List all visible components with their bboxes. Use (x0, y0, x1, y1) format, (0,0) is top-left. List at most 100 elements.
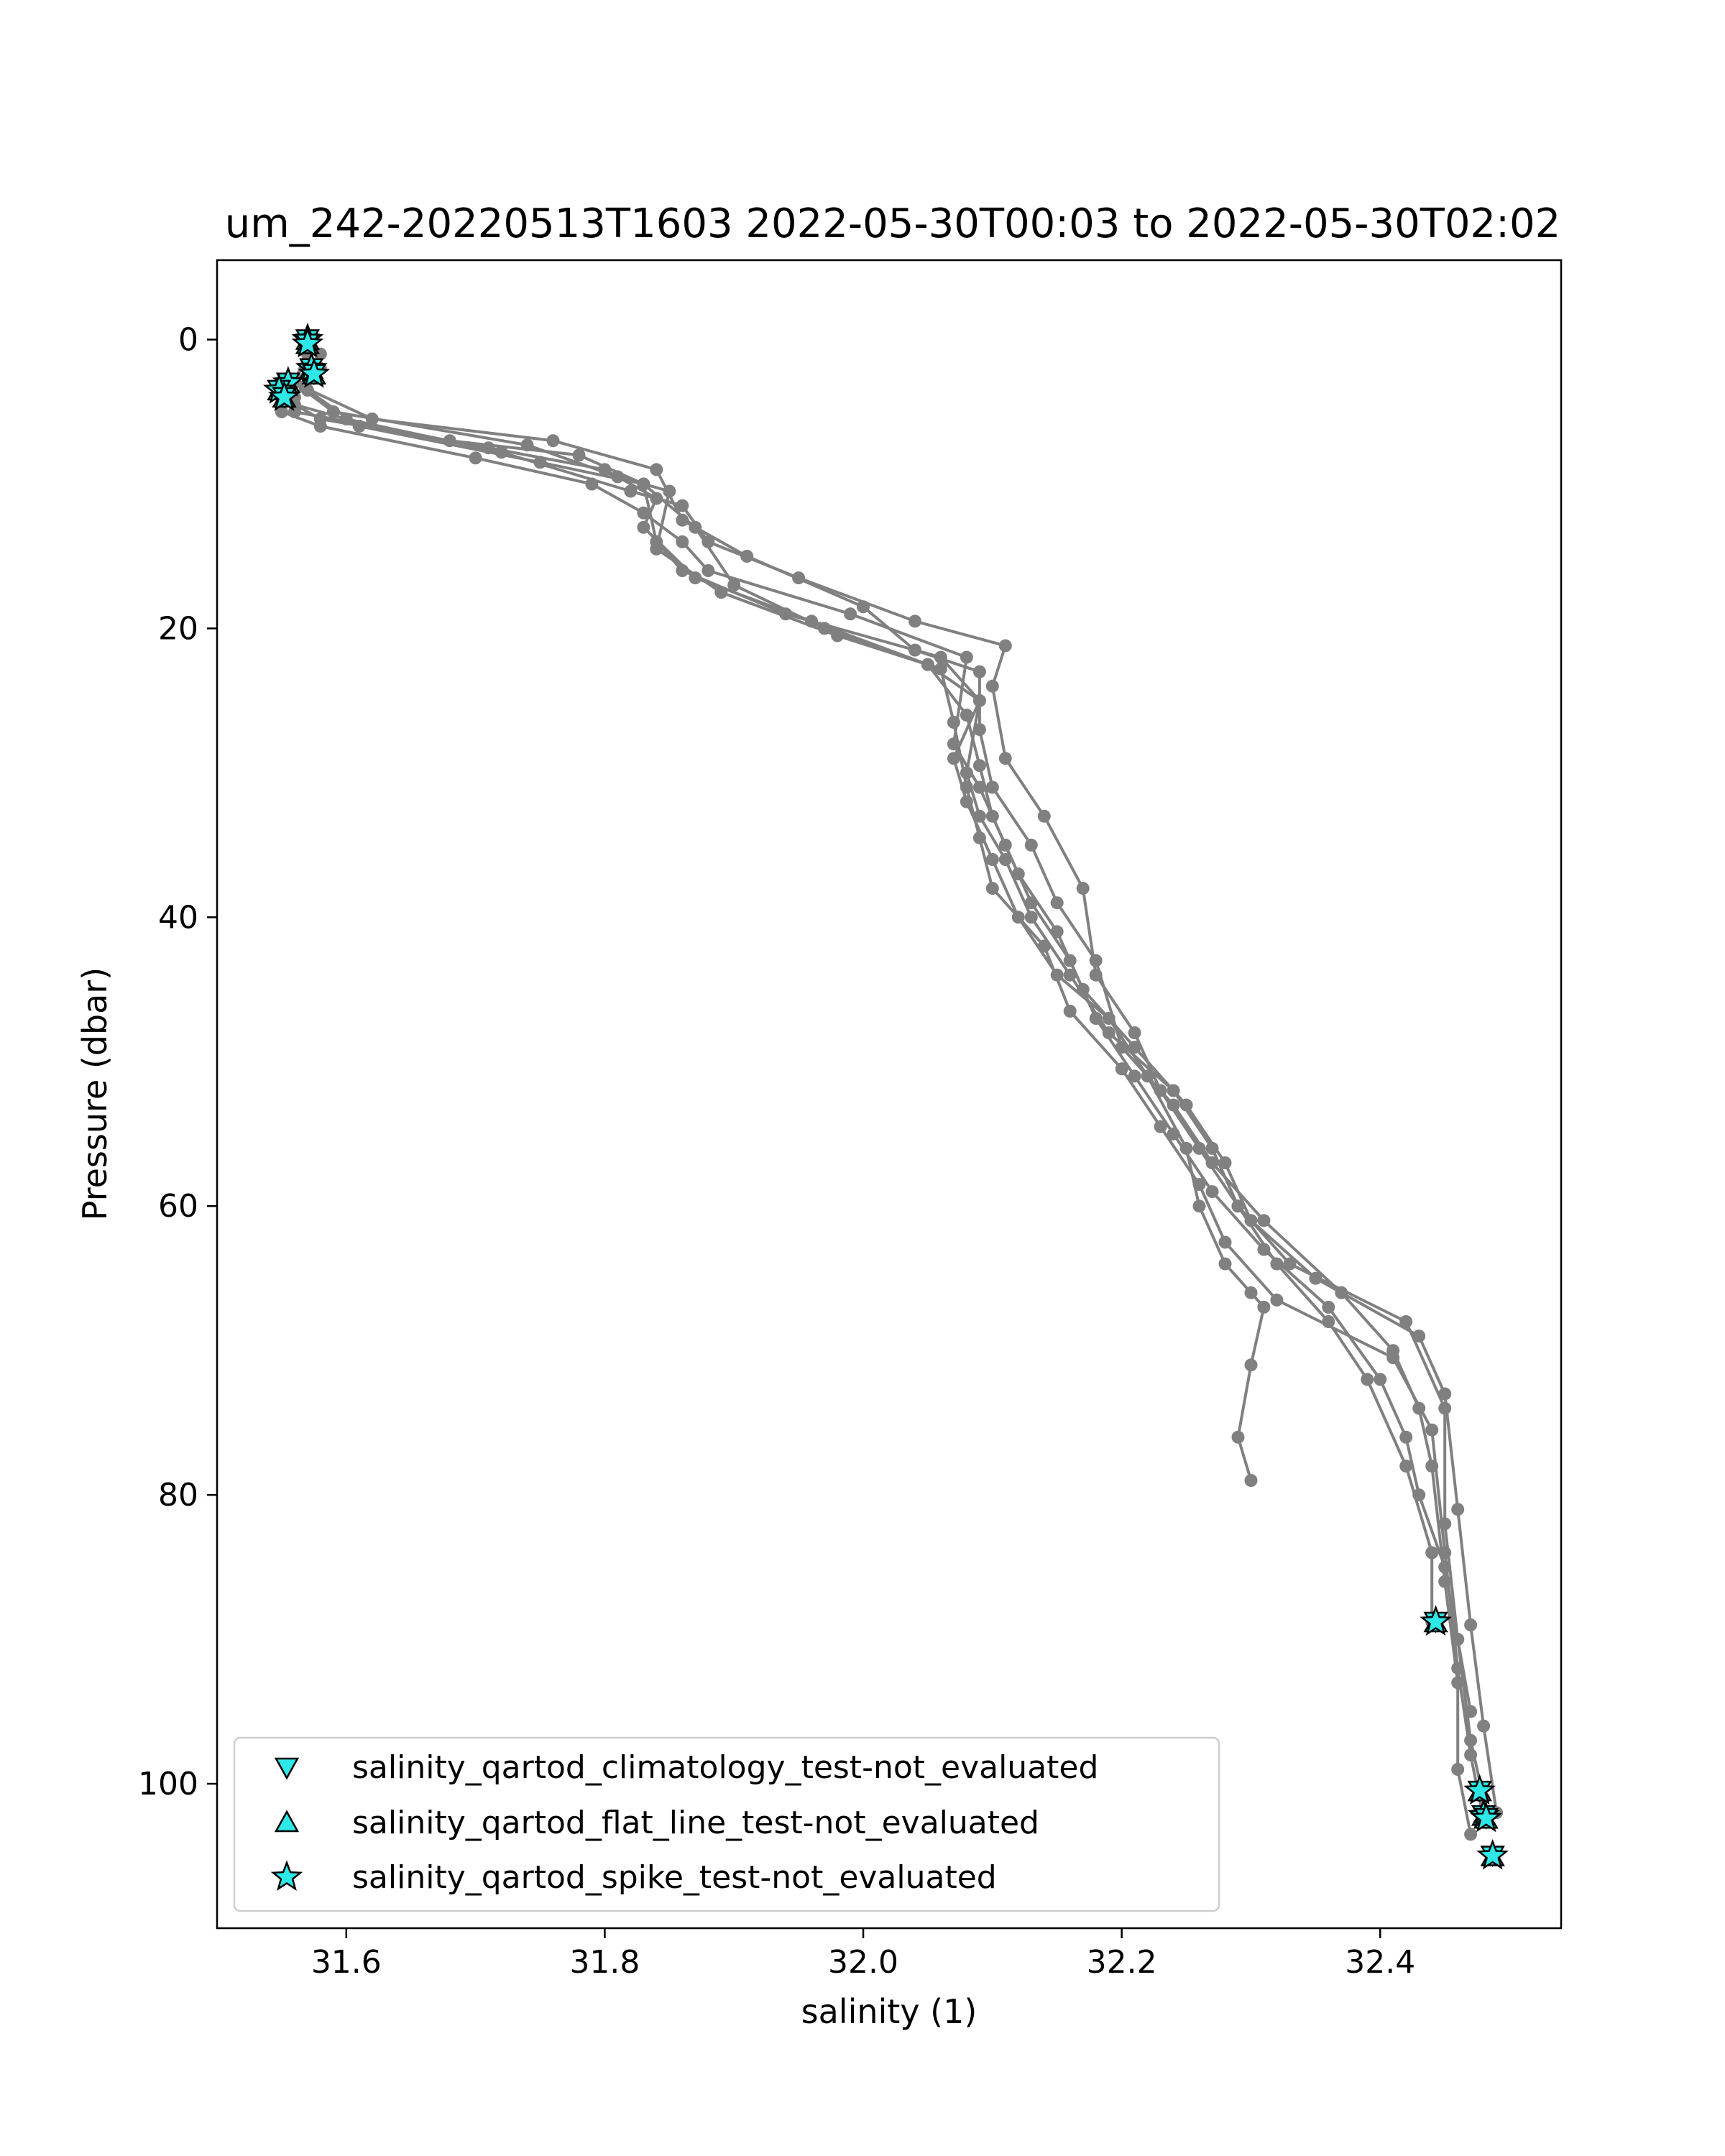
data-point (1412, 1330, 1426, 1343)
legend-label: salinity_qartod_climatology_test-not_eva… (352, 1749, 1098, 1786)
legend-label: salinity_qartod_spike_test-not_evaluated (352, 1859, 997, 1896)
data-point (1218, 1235, 1232, 1249)
data-point (1154, 1120, 1167, 1133)
x-tick-label: 32.4 (1345, 1944, 1415, 1981)
data-point (908, 643, 921, 657)
data-point (1464, 1828, 1478, 1841)
data-point (1399, 1430, 1413, 1444)
data-point (702, 564, 715, 577)
y-tick-label: 40 (158, 899, 198, 936)
data-point (972, 759, 986, 773)
data-point (985, 882, 999, 895)
x-axis-label: salinity (1) (801, 1992, 978, 2031)
data-point (857, 600, 870, 614)
data-point (1115, 1062, 1128, 1076)
chart-title: um_242-20220513T1603 2022-05-30T00:03 to… (225, 201, 1561, 247)
data-point (1464, 1705, 1478, 1718)
data-point (1063, 1005, 1077, 1018)
data-point (1128, 1069, 1141, 1083)
data-point (1179, 1098, 1193, 1112)
data-point (1102, 1026, 1116, 1040)
legend-box (233, 1736, 1220, 1912)
data-point (546, 434, 560, 448)
y-tick-label: 100 (138, 1766, 198, 1802)
data-point (1024, 838, 1038, 852)
data-point (985, 780, 999, 794)
data-point (1464, 1618, 1478, 1631)
data-point (960, 795, 973, 808)
legend-item-climatology: salinity_qartod_climatology_test-not_eva… (274, 1749, 1098, 1786)
data-point (637, 520, 650, 534)
data-point (313, 420, 327, 433)
data-point (1438, 1387, 1452, 1401)
data-point (689, 571, 702, 585)
data-point (676, 499, 689, 512)
data-point (1386, 1344, 1400, 1358)
star-marker (298, 357, 331, 388)
plot-lines (275, 340, 1504, 1841)
data-point (1438, 1575, 1452, 1588)
data-point (702, 535, 715, 548)
data-point (1335, 1286, 1348, 1299)
data-point (1374, 1373, 1387, 1386)
data-point (908, 614, 921, 628)
data-point (1412, 1401, 1426, 1415)
data-point (972, 723, 986, 737)
data-point (1179, 1141, 1193, 1155)
data-point (998, 639, 1012, 653)
flagged-point (291, 327, 324, 358)
legend-label: salinity_qartod_flat_line_test-not_evalu… (352, 1805, 1039, 1841)
data-point (624, 484, 638, 498)
data-point (947, 752, 960, 765)
data-point (1257, 1300, 1271, 1314)
data-point (1231, 1430, 1245, 1444)
data-point (972, 665, 986, 678)
star-marker (1470, 1801, 1503, 1833)
data-point (972, 780, 986, 794)
x-tick-label: 32.2 (1087, 1944, 1157, 1981)
star-marker (268, 380, 300, 411)
data-point (1205, 1185, 1219, 1199)
data-point (1451, 1503, 1465, 1516)
data-point (818, 622, 832, 635)
data-point (1309, 1271, 1322, 1285)
data-point (1115, 1041, 1128, 1054)
data-point (1425, 1460, 1439, 1473)
flagged-point (298, 357, 331, 388)
series-7 (288, 340, 1478, 1841)
data-point (1205, 1156, 1219, 1169)
plot-flags (262, 322, 1509, 1870)
data-point (1063, 968, 1077, 982)
data-point (1257, 1243, 1271, 1256)
data-point (1128, 1026, 1141, 1040)
data-point (1244, 1214, 1258, 1227)
data-point (1322, 1315, 1335, 1328)
flagged-point (1476, 1838, 1509, 1870)
star-marker (1420, 1605, 1452, 1636)
data-point (960, 650, 973, 664)
data-point (637, 506, 650, 520)
data-point (1011, 911, 1025, 924)
data-point (1270, 1257, 1284, 1271)
y-tick-label: 60 (158, 1188, 198, 1225)
data-point (998, 838, 1012, 852)
y-axis-label: Pressure (dbar) (75, 967, 114, 1220)
data-point (533, 456, 547, 469)
data-point (365, 413, 379, 425)
data-point (676, 535, 689, 548)
data-point (1322, 1300, 1335, 1314)
data-point (1024, 911, 1038, 924)
data-point (352, 420, 366, 433)
data-point (1270, 1293, 1284, 1307)
data-point (1451, 1676, 1465, 1690)
star-marker (1463, 1774, 1496, 1805)
data-point (1050, 968, 1064, 982)
flagged-point (1470, 1801, 1503, 1833)
data-point (1477, 1719, 1491, 1733)
legend-item-spike: salinity_qartod_spike_test-not_evaluated (270, 1859, 997, 1896)
data-point (275, 405, 288, 418)
data-point (714, 586, 728, 599)
y-tick-label: 80 (158, 1477, 198, 1514)
y-tick-label: 0 (178, 322, 198, 359)
x-tick-label: 32.0 (828, 1944, 898, 1981)
